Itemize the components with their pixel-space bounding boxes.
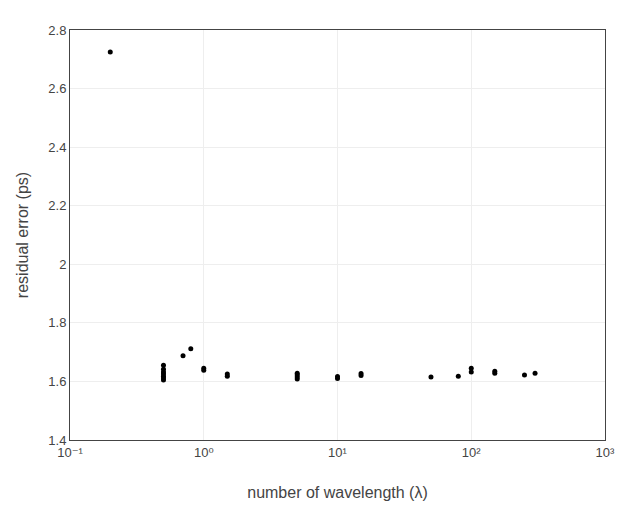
svg-text:1.8: 1.8 bbox=[48, 315, 66, 330]
svg-text:number of wavelength (λ): number of wavelength (λ) bbox=[247, 484, 428, 501]
svg-text:2.2: 2.2 bbox=[48, 198, 66, 213]
svg-text:2.4: 2.4 bbox=[48, 140, 66, 155]
svg-text:1.4: 1.4 bbox=[48, 433, 66, 448]
svg-text:10⁻¹: 10⁻¹ bbox=[57, 445, 83, 460]
svg-text:10²: 10² bbox=[462, 445, 481, 460]
svg-text:2.6: 2.6 bbox=[48, 81, 66, 96]
svg-text:2: 2 bbox=[59, 257, 66, 272]
svg-text:10³: 10³ bbox=[596, 445, 615, 460]
svg-text:10⁰: 10⁰ bbox=[194, 445, 214, 460]
svg-text:1.6: 1.6 bbox=[48, 374, 66, 389]
svg-text:10¹: 10¹ bbox=[328, 445, 347, 460]
svg-text:residual error (ps): residual error (ps) bbox=[14, 172, 31, 298]
svg-text:2.8: 2.8 bbox=[48, 23, 66, 38]
